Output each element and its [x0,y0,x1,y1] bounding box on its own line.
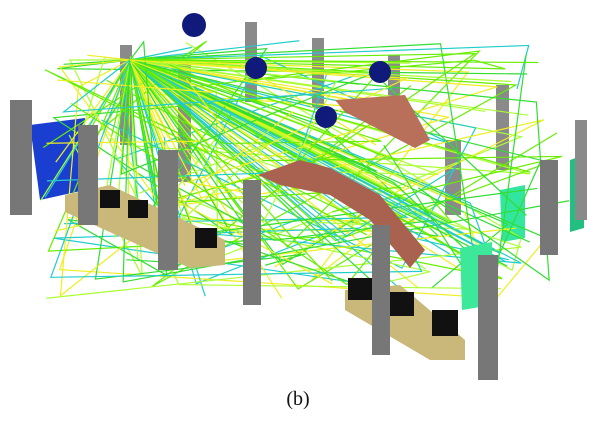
scene-render [0,0,596,380]
caption: (b) [0,388,596,411]
page: (b) (() => { const data = JSON.parse(doc… [0,0,596,423]
